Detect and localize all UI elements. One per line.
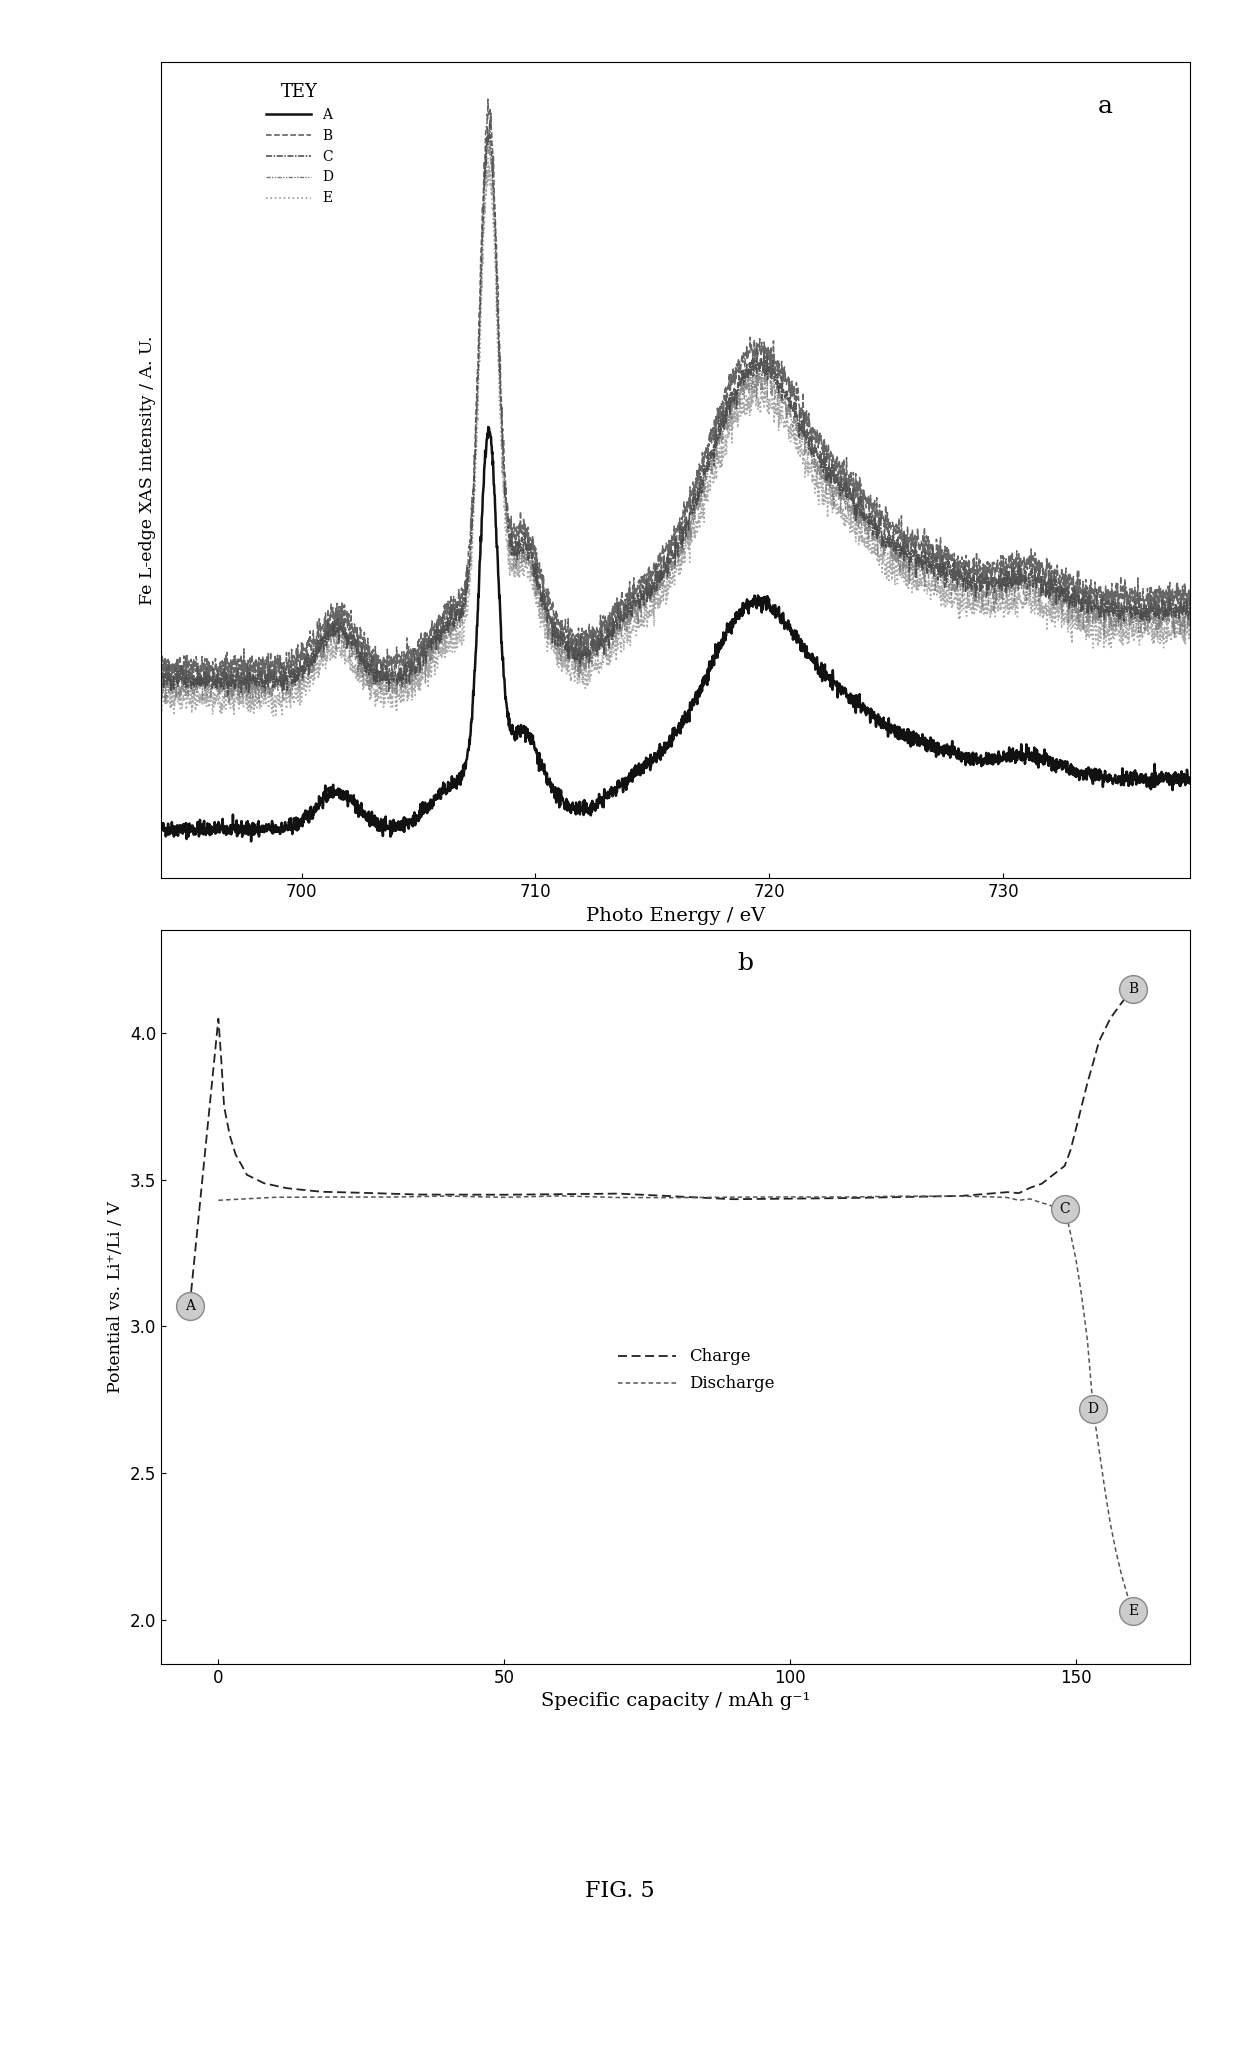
Discharge bbox=[1063, 1220, 1078, 1244]
Discharge bbox=[1097, 1476, 1112, 1501]
Discharge bbox=[1102, 1511, 1117, 1536]
Discharge bbox=[1052, 1195, 1066, 1220]
Charge bbox=[213, 1048, 228, 1073]
Charge bbox=[228, 1141, 243, 1166]
Charge bbox=[1086, 1050, 1101, 1075]
Charge bbox=[1126, 976, 1141, 1000]
Charge bbox=[1120, 984, 1135, 1009]
Charge bbox=[1045, 1162, 1060, 1186]
Discharge bbox=[1034, 1191, 1049, 1215]
Y-axis label: Fe L-edge XAS intensity / A. U.: Fe L-edge XAS intensity / A. U. bbox=[139, 335, 156, 606]
Charge bbox=[182, 1294, 197, 1319]
Charge bbox=[279, 1176, 294, 1201]
Discharge bbox=[1109, 1540, 1123, 1565]
Discharge bbox=[1040, 1193, 1055, 1217]
Discharge bbox=[839, 1184, 854, 1209]
Text: B: B bbox=[1128, 982, 1138, 996]
Discharge bbox=[1012, 1189, 1027, 1213]
Charge bbox=[1115, 990, 1130, 1015]
Charge bbox=[1012, 1180, 1027, 1205]
Charge bbox=[222, 1122, 237, 1147]
Discharge bbox=[1069, 1246, 1084, 1271]
X-axis label: Photo Energy / eV: Photo Energy / eV bbox=[587, 907, 765, 924]
Charge bbox=[239, 1162, 254, 1186]
Charge bbox=[839, 1186, 854, 1211]
Legend: Charge, Discharge: Charge, Discharge bbox=[611, 1341, 781, 1399]
Discharge bbox=[955, 1184, 970, 1209]
X-axis label: Specific capacity / mAh g⁻¹: Specific capacity / mAh g⁻¹ bbox=[541, 1693, 811, 1709]
Charge bbox=[999, 1180, 1014, 1205]
Discharge bbox=[1074, 1284, 1089, 1308]
Charge bbox=[217, 1093, 232, 1118]
Discharge bbox=[1126, 1598, 1141, 1623]
Text: E: E bbox=[1128, 1604, 1138, 1618]
Text: FIG. 5: FIG. 5 bbox=[585, 1881, 655, 1902]
Text: a: a bbox=[1097, 95, 1112, 118]
Line: Discharge: Discharge bbox=[218, 1197, 1133, 1610]
Charge bbox=[211, 1007, 226, 1031]
Discharge bbox=[1023, 1186, 1038, 1211]
Discharge bbox=[1080, 1329, 1095, 1354]
Discharge bbox=[382, 1184, 397, 1209]
Charge bbox=[1063, 1139, 1078, 1164]
Discharge bbox=[211, 1189, 226, 1213]
Text: C: C bbox=[1059, 1203, 1070, 1215]
Discharge bbox=[554, 1184, 569, 1209]
Charge bbox=[412, 1182, 427, 1207]
Charge bbox=[955, 1184, 970, 1209]
Charge bbox=[725, 1186, 740, 1211]
Line: Charge: Charge bbox=[190, 988, 1133, 1306]
Text: D: D bbox=[1087, 1401, 1099, 1416]
Discharge bbox=[999, 1184, 1014, 1209]
Discharge bbox=[1058, 1195, 1073, 1220]
Charge bbox=[257, 1170, 272, 1195]
Charge bbox=[1074, 1093, 1089, 1118]
Charge bbox=[1080, 1071, 1095, 1096]
Discharge bbox=[782, 1184, 797, 1209]
Charge bbox=[1058, 1153, 1073, 1178]
Charge bbox=[497, 1182, 512, 1207]
Text: A: A bbox=[185, 1298, 195, 1313]
Discharge bbox=[1120, 1583, 1135, 1608]
Text: b: b bbox=[738, 953, 754, 976]
Discharge bbox=[897, 1184, 911, 1209]
Discharge bbox=[611, 1184, 626, 1209]
Discharge bbox=[497, 1184, 512, 1209]
Discharge bbox=[725, 1184, 740, 1209]
Discharge bbox=[268, 1184, 283, 1209]
Discharge bbox=[440, 1184, 455, 1209]
Charge bbox=[1069, 1116, 1084, 1141]
Legend: A, B, C, D, E: A, B, C, D, E bbox=[260, 76, 339, 211]
Charge bbox=[353, 1180, 368, 1205]
Discharge bbox=[1086, 1397, 1101, 1422]
Y-axis label: Potential vs. Li⁺/Li / V: Potential vs. Li⁺/Li / V bbox=[108, 1201, 124, 1393]
Discharge bbox=[983, 1184, 998, 1209]
Charge bbox=[314, 1180, 329, 1205]
Charge bbox=[611, 1180, 626, 1205]
Discharge bbox=[1115, 1563, 1130, 1587]
Discharge bbox=[1045, 1195, 1060, 1220]
Charge bbox=[1102, 1007, 1117, 1031]
Discharge bbox=[668, 1184, 683, 1209]
Charge bbox=[1023, 1176, 1038, 1201]
Charge bbox=[1034, 1172, 1049, 1197]
Discharge bbox=[325, 1184, 340, 1209]
Discharge bbox=[1091, 1437, 1106, 1461]
Charge bbox=[1091, 1029, 1106, 1054]
